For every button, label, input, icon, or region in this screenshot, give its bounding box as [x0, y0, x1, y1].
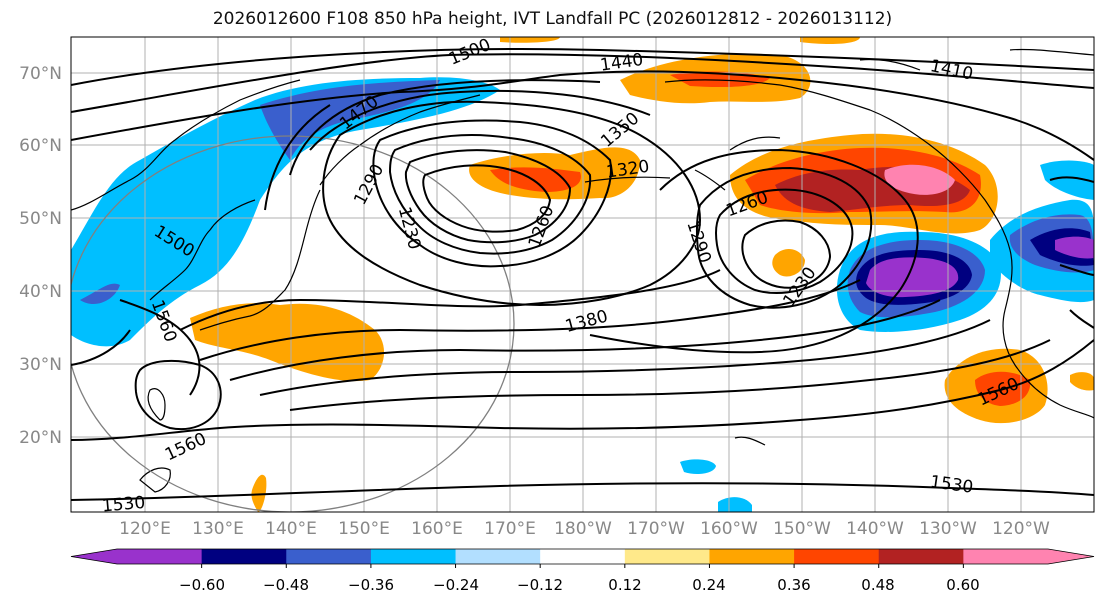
lon-label: 120°E: [119, 519, 171, 539]
height-contours: [71, 48, 1094, 501]
colorbar-tick: −0.24: [433, 576, 479, 594]
colorbar-segment: [709, 549, 795, 564]
neg-small-bottom: [718, 497, 752, 512]
colorbar-tick-labels: −0.60 −0.48 −0.36 −0.24 −0.12 0.12 0.24 …: [179, 576, 980, 594]
map-area: 1500 1440 1410 1470 1350 1290 1320 1230 …: [71, 37, 1094, 517]
pos-small-tropics: [251, 474, 267, 512]
lon-label: 150°W: [773, 519, 831, 539]
pos-small-top: [500, 37, 560, 43]
colorbar-tick: 0.48: [861, 576, 894, 594]
pos-japan-region: [190, 303, 385, 382]
colorbar-tick: 0.12: [608, 576, 641, 594]
neg-westus-purple: [1055, 236, 1094, 259]
colorbar-segment: [370, 549, 457, 564]
lon-label: 170°E: [484, 519, 536, 539]
lon-label: 180°W: [554, 519, 612, 539]
colorbar-extend-min: [71, 549, 117, 564]
neg-nepac-purple: [866, 257, 959, 298]
lon-label: 150°E: [338, 519, 390, 539]
neg-small-tropics: [680, 459, 716, 474]
colorbar-tick: 0.24: [692, 576, 725, 594]
colorbar-segment: [201, 549, 287, 564]
lon-label: 160°W: [700, 519, 758, 539]
colorbar-segment: [878, 549, 964, 564]
colorbar-tick: −0.36: [348, 576, 394, 594]
colorbar-segment: [117, 549, 203, 564]
colorbar-segment: [286, 549, 372, 564]
latitude-labels: 70°N 60°N 50°N 40°N 30°N 20°N: [19, 64, 62, 448]
lat-label: 50°N: [19, 209, 62, 229]
colorbar-segment: [963, 549, 1049, 564]
colorbar-tick: −0.12: [517, 576, 563, 594]
lon-label: 140°E: [265, 519, 317, 539]
lat-label: 70°N: [19, 64, 62, 84]
colorbar-outline: [70, 548, 1095, 565]
colorbar-tick: 0.36: [777, 576, 810, 594]
colorbar-segment: [540, 549, 626, 564]
colorbar: [70, 548, 1095, 568]
gridlines: [71, 37, 1094, 512]
lon-label: 120°W: [992, 519, 1050, 539]
neg-northern-cyan: [1040, 160, 1094, 200]
map-frame: [70, 36, 1095, 513]
colorbar-segment: [455, 549, 541, 564]
lon-label: 130°W: [919, 519, 977, 539]
lat-label: 20°N: [19, 428, 62, 448]
lat-label: 40°N: [19, 282, 62, 302]
pos-baja: [1070, 372, 1094, 391]
colorbar-tick: −0.60: [179, 576, 225, 594]
colorbar-tick: 0.60: [946, 576, 979, 594]
lon-label: 140°W: [846, 519, 904, 539]
ivt-shading: [71, 37, 1094, 512]
pos-small-blob: [772, 248, 805, 277]
pos-small-top2: [800, 37, 860, 45]
lon-label: 170°W: [627, 519, 685, 539]
map-title: 2026012600 F108 850 hPa height, IVT Land…: [212, 9, 893, 29]
colorbar-segment: [794, 549, 880, 564]
lon-label: 160°E: [411, 519, 463, 539]
pos-goa-pink: [884, 164, 955, 195]
neg-lightblue-strip: [80, 283, 120, 305]
longitude-labels: 120°E 130°E 140°E 150°E 160°E 170°E 180°…: [119, 519, 1050, 539]
lon-label: 130°E: [192, 519, 244, 539]
radius-circle: [71, 135, 515, 512]
colorbar-segment: [624, 549, 710, 564]
contour-label: 1530: [101, 493, 146, 517]
colorbar-extend-max: [1048, 549, 1094, 564]
lat-label: 60°N: [19, 136, 62, 156]
lat-label: 30°N: [19, 355, 62, 375]
colorbar-tick: −0.48: [263, 576, 309, 594]
